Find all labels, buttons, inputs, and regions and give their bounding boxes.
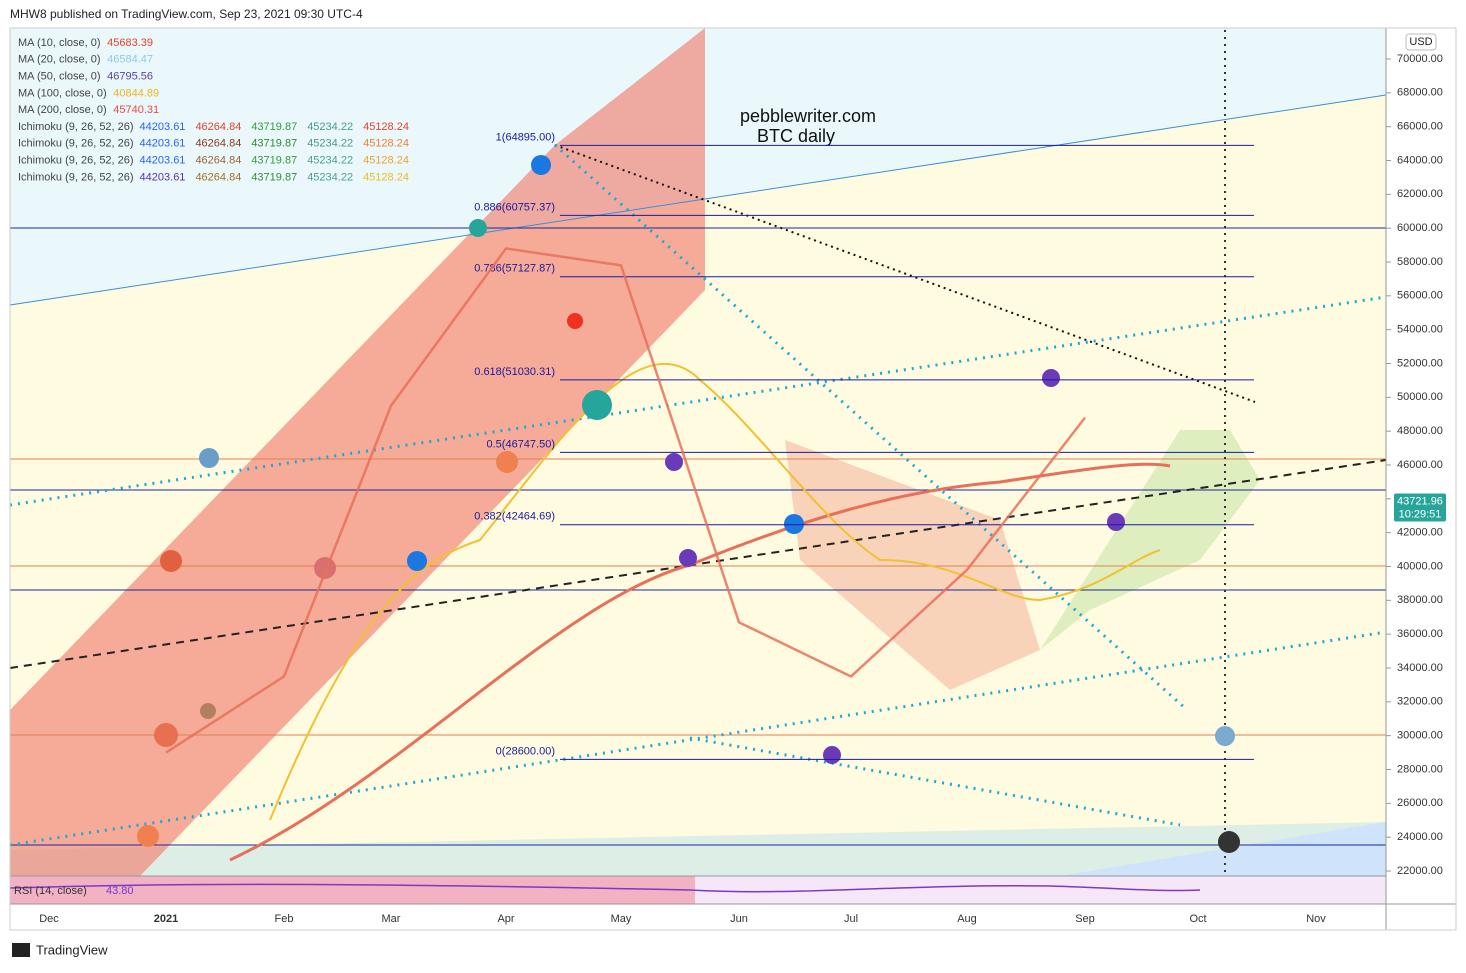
y-tick-label: 26000.00 xyxy=(1397,797,1443,809)
y-tick-label: 40000.00 xyxy=(1397,560,1443,572)
fib-label: 0.786(57127.87) xyxy=(474,263,555,275)
x-tick-label: Jul xyxy=(844,913,858,925)
legend-value: 46264.84 xyxy=(195,121,241,133)
legend-value: 46584.47 xyxy=(107,54,153,66)
legend-value: 44203.61 xyxy=(140,138,186,150)
legend-name: MA (20, close, 0) xyxy=(18,54,101,66)
footer-brand: TradingView xyxy=(36,942,108,957)
legend-value: 44203.61 xyxy=(140,155,186,167)
legend-value: 45234.22 xyxy=(307,155,353,167)
legend-value: 45234.22 xyxy=(307,138,353,150)
legend-value: 44203.61 xyxy=(140,121,186,133)
legend-value: 45740.31 xyxy=(113,104,159,116)
x-tick-label: Apr xyxy=(497,913,514,925)
frame xyxy=(9,27,1457,931)
legend-value: 46264.84 xyxy=(195,138,241,150)
rsi-name: RSI (14, close) xyxy=(14,885,87,897)
x-tick-label: Aug xyxy=(957,913,977,925)
legend-value: 45683.39 xyxy=(107,37,153,49)
legend-name: MA (10, close, 0) xyxy=(18,37,101,49)
legend-value: 43719.87 xyxy=(251,121,297,133)
legend-value: 45234.22 xyxy=(307,121,353,133)
last-price-box xyxy=(1394,493,1446,522)
header: MHW8 published on TradingView.com, Sep 2… xyxy=(10,7,363,21)
fib-label: 0.5(46747.50) xyxy=(487,438,556,450)
y-tick-label: 48000.00 xyxy=(1397,425,1443,437)
y-tick-label: 42000.00 xyxy=(1397,527,1443,539)
legend-value: 45128.24 xyxy=(363,155,409,167)
legend-name: Ichimoku (9, 26, 52, 26) xyxy=(18,171,134,183)
x-tick-label: Feb xyxy=(275,913,294,925)
y-tick-label: 30000.00 xyxy=(1397,730,1443,742)
fib-label: 0.618(51030.31) xyxy=(474,366,555,378)
y-tick-label: 60000.00 xyxy=(1397,222,1443,234)
y-tick-label: 64000.00 xyxy=(1397,154,1443,166)
countdown: 10:29:51 xyxy=(1399,508,1442,520)
y-tick-label: 66000.00 xyxy=(1397,121,1443,133)
legend-value: 46795.56 xyxy=(107,71,153,83)
last-price: 43721.96 xyxy=(1397,495,1443,507)
legend-name: MA (100, close, 0) xyxy=(18,87,107,99)
fib-label: 0.382(42464.69) xyxy=(474,511,555,523)
brand-logo xyxy=(12,943,30,957)
y-tick-label: 32000.00 xyxy=(1397,696,1443,708)
legend-name: MA (200, close, 0) xyxy=(18,104,107,116)
fib-label: 0(28600.00) xyxy=(496,745,555,757)
y-tick-label: 52000.00 xyxy=(1397,357,1443,369)
y-tick-label: 36000.00 xyxy=(1397,628,1443,640)
legend-value: 45128.24 xyxy=(363,138,409,150)
y-tick-label: 24000.00 xyxy=(1397,831,1443,843)
legend-name: Ichimoku (9, 26, 52, 26) xyxy=(18,155,134,167)
currency-box xyxy=(1405,33,1437,51)
x-tick-label: 2021 xyxy=(154,913,178,925)
annotation: BTC daily xyxy=(757,126,835,146)
annotation: pebblewriter.com xyxy=(740,106,876,126)
x-tick-label: Dec xyxy=(39,913,59,925)
x-tick-label: May xyxy=(611,913,632,925)
currency: USD xyxy=(1409,36,1432,48)
legend-name: MA (50, close, 0) xyxy=(18,71,101,83)
y-tick-label: 50000.00 xyxy=(1397,391,1443,403)
legend-value: 43719.87 xyxy=(251,171,297,183)
y-tick-label: 22000.00 xyxy=(1397,865,1443,877)
rsi-value: 43.80 xyxy=(106,885,134,897)
y-tick-label: 62000.00 xyxy=(1397,188,1443,200)
legend-value: 43719.87 xyxy=(251,155,297,167)
y-tick-label: 28000.00 xyxy=(1397,763,1443,775)
y-tick-label: 46000.00 xyxy=(1397,459,1443,471)
x-tick-label: Oct xyxy=(1189,913,1206,925)
legend-value: 45128.24 xyxy=(363,171,409,183)
legend-value: 46264.84 xyxy=(195,171,241,183)
fib-label: 0.886(60757.37) xyxy=(474,201,555,213)
legend-value: 46264.84 xyxy=(195,155,241,167)
price-line xyxy=(165,247,1086,754)
legend-value: 40844.89 xyxy=(113,87,159,99)
fib-label: 1(64895.00) xyxy=(496,131,555,143)
x-tick-label: Jun xyxy=(730,913,748,925)
y-tick-label: 70000.00 xyxy=(1397,53,1443,65)
x-tick-label: Mar xyxy=(382,913,401,925)
rsi-pane xyxy=(9,876,1386,904)
x-tick-label: Nov xyxy=(1306,913,1326,925)
y-tick-label: 38000.00 xyxy=(1397,594,1443,606)
legend-value: 45128.24 xyxy=(363,121,409,133)
legend-name: Ichimoku (9, 26, 52, 26) xyxy=(18,138,134,150)
legend-value: 43719.87 xyxy=(251,138,297,150)
y-tick-label: 58000.00 xyxy=(1397,256,1443,268)
y-tick-label: 34000.00 xyxy=(1397,662,1443,674)
legend-name: Ichimoku (9, 26, 52, 26) xyxy=(18,121,134,133)
x-tick-label: Sep xyxy=(1075,913,1095,925)
y-tick-label: 54000.00 xyxy=(1397,324,1443,336)
y-tick-label: 56000.00 xyxy=(1397,290,1443,302)
legend-value: 45234.22 xyxy=(307,171,353,183)
legend-value: 44203.61 xyxy=(140,171,186,183)
y-tick-label: 68000.00 xyxy=(1397,87,1443,99)
